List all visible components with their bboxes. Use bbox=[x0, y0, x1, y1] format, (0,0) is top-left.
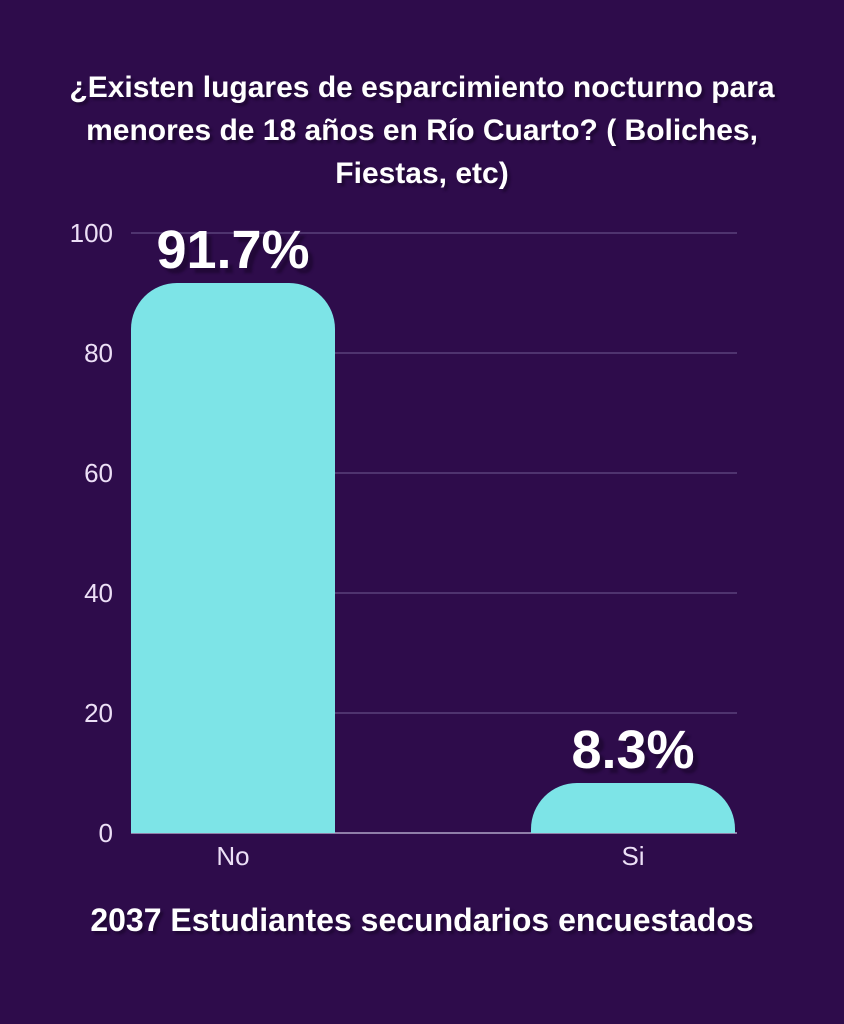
bar-value-no: 91.7% bbox=[156, 220, 310, 280]
x-axis-label-no: No bbox=[216, 841, 250, 871]
gridline-40 bbox=[131, 592, 737, 594]
y-axis-tick-100: 100 bbox=[69, 218, 113, 248]
x-axis-label-si: Si bbox=[621, 841, 645, 871]
x-axis-baseline bbox=[131, 832, 737, 834]
y-axis-tick-80: 80 bbox=[84, 338, 113, 368]
bar-value-si: 8.3% bbox=[571, 720, 695, 780]
y-axis-tick-40: 40 bbox=[84, 578, 113, 608]
survey-sample-note: 2037 Estudiantes secundarios encuestados bbox=[90, 902, 754, 938]
bar-no bbox=[131, 283, 335, 833]
bar-si bbox=[531, 783, 735, 833]
y-axis-tick-60: 60 bbox=[84, 458, 113, 488]
gridline-20 bbox=[131, 712, 737, 714]
gridline-100 bbox=[131, 232, 737, 234]
chart-title: ¿Existen lugares de esparcimiento noctur… bbox=[69, 71, 775, 190]
gridline-60 bbox=[131, 472, 737, 474]
y-axis-tick-0: 0 bbox=[98, 818, 113, 848]
gridline-80 bbox=[131, 352, 737, 354]
y-axis-tick-20: 20 bbox=[84, 698, 113, 728]
